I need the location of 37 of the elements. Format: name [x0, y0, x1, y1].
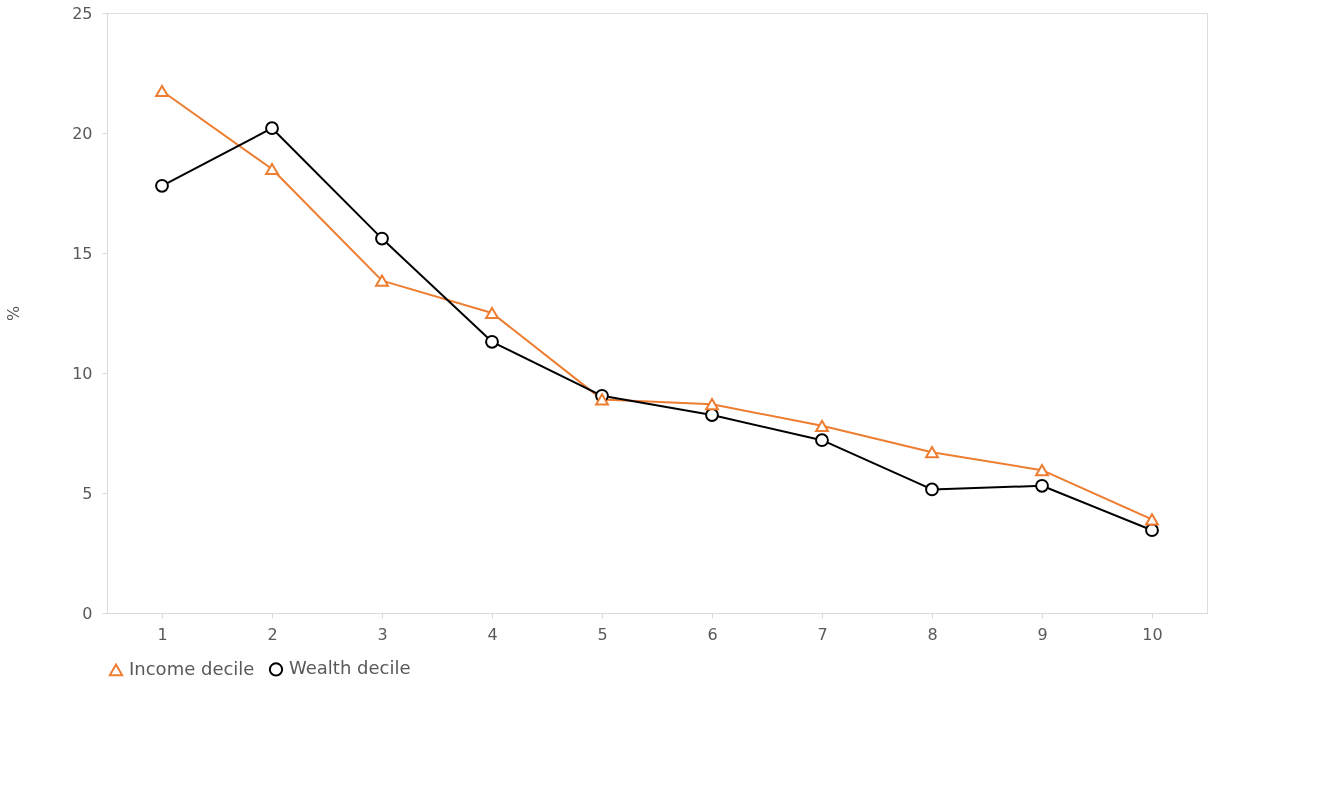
- y-axis-title: %: [4, 305, 24, 322]
- point: [1145, 513, 1159, 526]
- point: [595, 393, 609, 406]
- point: [485, 334, 499, 349]
- x-tick-label: 7: [817, 624, 828, 644]
- x-tick-label: 5: [597, 624, 608, 644]
- point: [925, 446, 939, 459]
- y-tick-label: 10: [72, 363, 93, 383]
- x-tick-label: 9: [1037, 624, 1048, 644]
- point: [705, 398, 719, 411]
- point: [1035, 478, 1049, 493]
- y-tick-label: 15: [72, 243, 93, 263]
- point: [155, 178, 169, 193]
- y-tick-label: 5: [82, 483, 93, 503]
- point: [815, 419, 829, 432]
- x-tick-label: 4: [487, 624, 498, 644]
- point: [265, 162, 279, 176]
- legend-label: Income decile: [129, 657, 255, 679]
- point: [705, 408, 719, 422]
- y-tick-label: 20: [72, 123, 93, 143]
- point: [925, 482, 939, 497]
- x-tick-label: 8: [927, 624, 938, 644]
- point: [485, 306, 499, 320]
- point: [265, 121, 279, 136]
- x-tick-label: 10: [1142, 624, 1163, 644]
- x-tick-label: 1: [157, 624, 168, 644]
- legend-label: Wealth decile: [289, 657, 411, 679]
- x-tick-label: 3: [377, 624, 388, 644]
- x-tick-label: 2: [267, 624, 278, 644]
- point: [1035, 464, 1049, 477]
- point: [155, 84, 169, 98]
- point: [375, 231, 389, 246]
- y-tick-label: 25: [72, 3, 93, 23]
- point: [815, 433, 829, 448]
- point: [375, 274, 389, 287]
- x-tick-label: 6: [707, 624, 718, 644]
- y-tick-label: 0: [82, 603, 93, 623]
